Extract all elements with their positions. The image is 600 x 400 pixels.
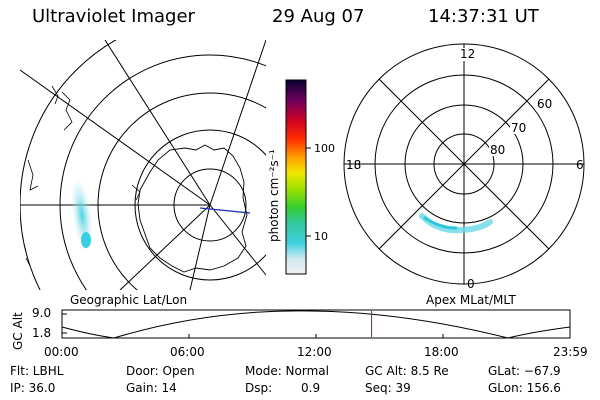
geographic-label: Geographic Lat/Lon bbox=[70, 293, 187, 307]
geographic-map bbox=[20, 40, 266, 290]
coastline bbox=[25, 85, 141, 267]
colorbar-tick-label: 10 bbox=[314, 230, 328, 243]
satellite-track bbox=[199, 207, 251, 214]
time-tick: 18:00 bbox=[424, 345, 459, 359]
app-title: Ultraviolet Imager bbox=[32, 6, 195, 27]
glat-status: GLat: −67.9 bbox=[488, 364, 561, 378]
altitude-tick-low: 1.8 bbox=[32, 326, 51, 340]
glon-status: GLon: 156.6 bbox=[488, 381, 561, 395]
polar-plot bbox=[343, 43, 585, 285]
mlt-label-0: 0 bbox=[467, 277, 475, 291]
filter-status: Flt: LBHL bbox=[10, 364, 64, 378]
ip-status: IP: 36.0 bbox=[10, 381, 56, 395]
mlat-label-70: 70 bbox=[511, 121, 526, 135]
apex-label: Apex MLat/MLT bbox=[426, 293, 516, 307]
gc-alt-status: GC Alt: 8.5 Re bbox=[365, 364, 449, 378]
time-tick: 06:00 bbox=[170, 345, 205, 359]
altitude-strip-frame bbox=[61, 309, 571, 339]
antarctica-coastline bbox=[137, 144, 248, 273]
altitude-strip: GC Alt 9.0 1.8 00:00 06:00 12:00 18:00 2… bbox=[11, 306, 588, 359]
colorbar-unit-label: photon cm⁻²s⁻¹ bbox=[267, 149, 281, 242]
longitude-line bbox=[119, 204, 211, 290]
polar-spoke bbox=[378, 78, 550, 250]
longitude-line bbox=[104, 40, 211, 206]
mlat-label-80: 80 bbox=[490, 143, 505, 157]
time-tick: 00:00 bbox=[44, 345, 79, 359]
altitude-curve bbox=[61, 310, 571, 339]
seq-status: Seq: 39 bbox=[365, 381, 411, 395]
longitude-line bbox=[20, 69, 211, 206]
longitude-line bbox=[189, 204, 211, 290]
altitude-tick-high: 9.0 bbox=[32, 306, 51, 320]
time-tick: 23:59 bbox=[553, 345, 588, 359]
mlt-label-12: 12 bbox=[460, 47, 475, 61]
dsp-label: Dsp: bbox=[245, 381, 273, 395]
door-status: Door: Open bbox=[126, 364, 195, 378]
dsp-value: 0.9 bbox=[301, 381, 321, 395]
aurora-oval bbox=[423, 216, 458, 230]
longitude-line bbox=[209, 40, 266, 206]
time-label: 14:37:31 UT bbox=[428, 6, 539, 27]
time-tick: 12:00 bbox=[297, 345, 332, 359]
aurora-emission bbox=[81, 232, 91, 248]
mlt-label-18: 18 bbox=[346, 158, 361, 172]
mlt-label-6: 6 bbox=[576, 158, 584, 172]
longitude-line bbox=[209, 204, 266, 276]
mlat-label-60: 60 bbox=[537, 97, 552, 111]
date-label: 29 Aug 07 bbox=[272, 6, 365, 27]
gain-status: Gain: 14 bbox=[126, 381, 177, 395]
colorbar bbox=[285, 79, 307, 275]
altitude-axis-label: GC Alt bbox=[11, 312, 25, 350]
mode-status: Mode: Normal bbox=[245, 364, 329, 378]
colorbar-tick-label: 100 bbox=[314, 142, 335, 155]
